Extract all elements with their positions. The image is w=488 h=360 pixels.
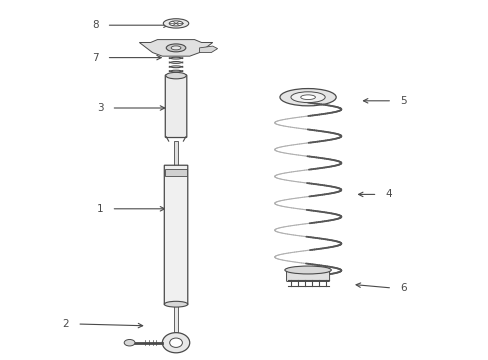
Ellipse shape: [300, 95, 315, 99]
Circle shape: [169, 338, 182, 347]
Ellipse shape: [284, 266, 331, 274]
Text: 6: 6: [399, 283, 406, 293]
Ellipse shape: [124, 339, 135, 346]
Text: 4: 4: [385, 189, 391, 199]
Text: 8: 8: [92, 20, 99, 30]
FancyBboxPatch shape: [164, 165, 187, 305]
Ellipse shape: [164, 301, 187, 307]
Ellipse shape: [171, 46, 181, 50]
Text: 1: 1: [97, 204, 103, 214]
Bar: [174, 304, 177, 333]
Ellipse shape: [169, 21, 183, 26]
Text: 2: 2: [62, 319, 69, 329]
Bar: [174, 141, 177, 304]
Ellipse shape: [279, 89, 336, 106]
Bar: [164, 169, 187, 176]
FancyBboxPatch shape: [286, 269, 329, 282]
Circle shape: [162, 333, 189, 353]
FancyBboxPatch shape: [165, 75, 186, 138]
Ellipse shape: [163, 19, 188, 28]
Text: 5: 5: [399, 96, 406, 106]
Ellipse shape: [166, 44, 185, 52]
Ellipse shape: [290, 92, 325, 103]
Text: 7: 7: [92, 53, 99, 63]
Ellipse shape: [165, 72, 186, 79]
Text: 3: 3: [97, 103, 103, 113]
Polygon shape: [139, 40, 212, 56]
Polygon shape: [199, 46, 217, 53]
